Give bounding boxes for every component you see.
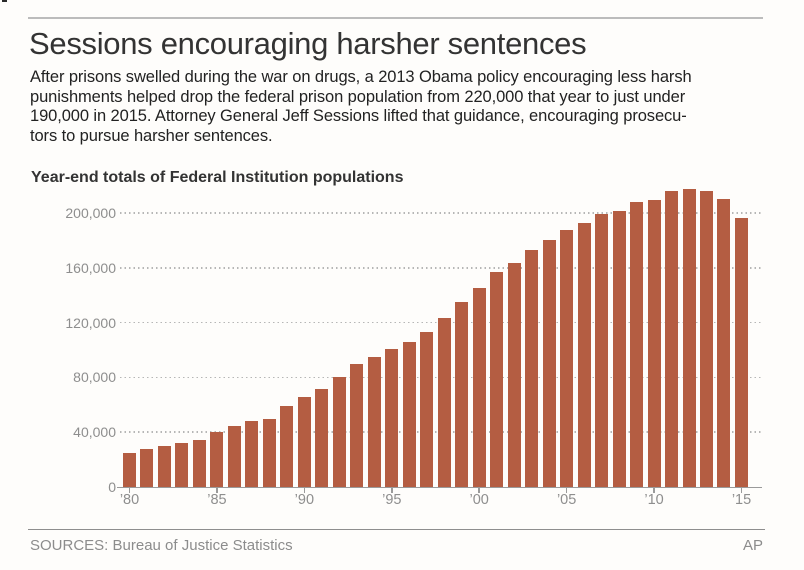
bar-2000 <box>472 287 486 487</box>
bar-1996 <box>402 342 416 487</box>
x-tick-label: ’85 <box>207 492 227 508</box>
x-tick <box>216 488 218 493</box>
x-tick <box>565 488 568 493</box>
crop-mark <box>2 0 7 2</box>
bar-1983 <box>175 443 189 487</box>
chart-title: Year-end totals of Federal Institution p… <box>31 169 404 186</box>
bar-1995 <box>385 348 399 487</box>
y-tick-label: 0 <box>108 479 116 495</box>
x-tick-label: ’00 <box>469 492 489 508</box>
bar-2014 <box>717 198 731 487</box>
bar-1999 <box>455 301 469 487</box>
bar-1986 <box>227 426 241 487</box>
bar-2005 <box>560 230 574 487</box>
sources-text: SOURCES: Bureau of Justice Statistics <box>30 537 293 554</box>
y-tick-label: 200,000 <box>65 205 116 221</box>
y-tick-label: 40,000 <box>73 424 116 441</box>
intro-paragraph: After prisons swelled during the war on … <box>30 68 770 146</box>
bar-2006 <box>577 222 591 487</box>
bar-2002 <box>507 263 521 487</box>
bar-1985 <box>210 431 224 487</box>
bar-2001 <box>490 271 504 487</box>
bar-2008 <box>612 210 626 487</box>
intro-line: 190,000 in 2015. Attorney General Jeff S… <box>30 107 687 126</box>
bar-1990 <box>297 397 311 487</box>
y-tick-label: 80,000 <box>73 369 116 386</box>
bar-1997 <box>420 332 434 487</box>
bar-1992 <box>332 377 346 487</box>
bar-2007 <box>595 213 609 487</box>
bar-2015 <box>734 217 748 487</box>
x-axis-baseline <box>117 486 762 488</box>
bar-1991 <box>315 388 329 487</box>
bar-1980 <box>123 453 136 487</box>
bar-1988 <box>262 418 276 487</box>
bar-series <box>123 179 748 487</box>
bar-2012 <box>682 188 696 487</box>
bar-2003 <box>525 249 539 487</box>
page-title: Sessions encouraging harsher sentences <box>29 26 587 61</box>
ap-credit: AP <box>742 537 763 554</box>
bar-1989 <box>280 405 294 487</box>
x-tick-label: ’15 <box>731 492 752 508</box>
x-tick-label: ’10 <box>644 492 664 508</box>
bar-1994 <box>367 356 381 487</box>
x-tick <box>391 488 393 493</box>
x-tick <box>478 488 480 493</box>
bar-1984 <box>192 440 206 487</box>
y-tick-label: 160,000 <box>65 259 116 276</box>
bar-2010 <box>647 199 661 487</box>
x-tick-label: ’90 <box>294 492 315 508</box>
y-tick-label: 120,000 <box>65 314 116 331</box>
bar-1998 <box>437 318 451 487</box>
bar-2009 <box>630 201 644 487</box>
intro-line: After prisons swelled during the war on … <box>30 68 692 86</box>
x-tick-label: ’80 <box>119 492 140 508</box>
gridline-200000 <box>120 212 762 214</box>
gridline-160000 <box>120 267 762 269</box>
x-tick <box>128 488 131 493</box>
bar-2004 <box>542 240 556 487</box>
intro-line: tors to pursue harsher sentences. <box>30 126 273 145</box>
bar-2013 <box>699 191 713 487</box>
x-tick <box>740 488 743 493</box>
bar-1987 <box>245 420 259 487</box>
top-divider <box>28 17 763 19</box>
bar-2011 <box>665 190 679 487</box>
footer-divider <box>28 529 765 530</box>
bar-1993 <box>350 364 364 487</box>
x-tick-label: ’05 <box>556 492 577 508</box>
intro-line: punishments helped drop the federal pris… <box>30 87 686 106</box>
x-tick-label: ’95 <box>382 492 402 508</box>
x-tick <box>303 488 306 493</box>
bar-1981 <box>140 448 154 487</box>
bar-1982 <box>157 446 171 487</box>
x-tick <box>653 488 655 493</box>
